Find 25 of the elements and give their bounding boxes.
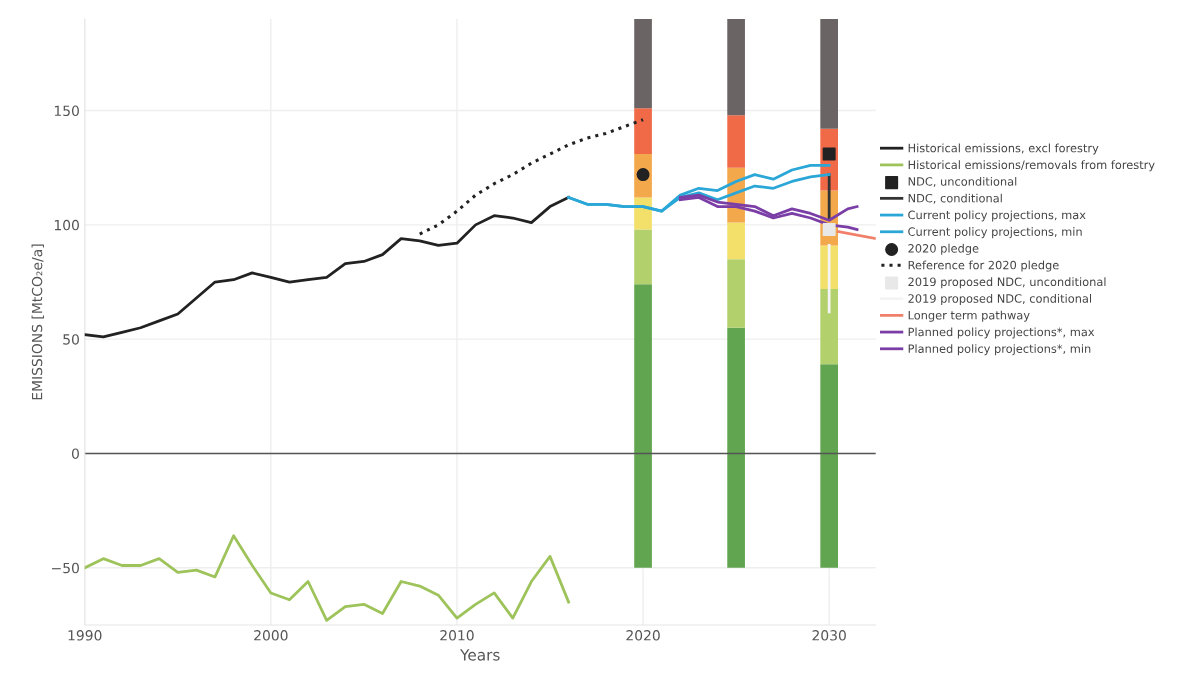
legend-label: Reference for 2020 pledge (908, 260, 1059, 272)
legend-label: Historical emissions, excl forestry (908, 143, 1099, 155)
legend-label: Planned policy projections*, min (908, 344, 1091, 356)
x-axis-title: Years (460, 649, 500, 661)
y-tick-label: 100 (54, 219, 79, 231)
legend-label: Historical emissions/removals from forestry (908, 160, 1155, 172)
y-tick-label: 150 (54, 105, 79, 117)
x-tick-label: 2010 (440, 630, 474, 641)
legend-label: 2020 pledge (908, 243, 979, 255)
y-axis-title: EMISSIONS [MtCO₂e/a] (31, 244, 44, 400)
y-tick-label: 50 (63, 334, 79, 345)
legend-label: Longer term pathway (908, 310, 1030, 322)
legend-label: Current policy projections, min (908, 227, 1082, 239)
x-tick-label: 2030 (812, 630, 846, 641)
x-tick-label: 2000 (254, 630, 288, 641)
legend-label: Current policy projections, max (908, 210, 1086, 222)
legend-label: NDC, unconditional (908, 176, 1017, 187)
legend-label: 2019 proposed NDC, conditional (908, 293, 1092, 305)
x-tick-label: 1990 (68, 630, 102, 641)
y-tick-label: 0 (71, 448, 79, 459)
legend-label: 2019 proposed NDC, unconditional (908, 277, 1106, 289)
legend-label: NDC, conditional (908, 193, 1002, 204)
legend-label: Planned policy projections*, max (908, 327, 1095, 339)
x-tick-label: 2020 (626, 630, 660, 641)
y-tick-label: −50 (52, 562, 79, 574)
